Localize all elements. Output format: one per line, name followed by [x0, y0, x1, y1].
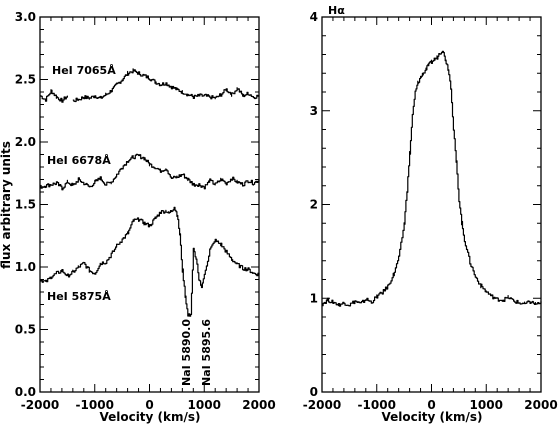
left-x-tick-label: 0	[145, 398, 153, 412]
series-label-h-alpha: Hα	[328, 4, 345, 17]
left-y-axis-label: flux arbitrary units	[0, 141, 13, 269]
left-x-tick-label: -1000	[76, 398, 114, 412]
left-y-tick-label: 1.0	[15, 260, 36, 274]
right-y-tick-label: 0	[310, 385, 318, 399]
left-y-tick-label: 1.5	[15, 198, 36, 212]
left-ticks: -2000 -1000 0 1000 2000 0.0 0.5 1.0 1.5 2.0 2.5 3.0	[15, 10, 276, 412]
right-y-tick-label: 1	[310, 291, 318, 305]
left-y-tick-label: 2.0	[15, 135, 36, 149]
series-label-hei-7065: HeI 7065Å	[52, 64, 116, 77]
left-x-axis-label: Velocity (km/s)	[99, 410, 200, 424]
left-series-group	[40, 68, 260, 317]
right-x-tick-label: -1000	[358, 398, 396, 412]
line-label-nai-5890: NaI 5890.0	[180, 319, 193, 386]
left-series-line-1	[40, 153, 260, 191]
left-series-line-2	[40, 206, 260, 317]
left-y-tick-label: 3.0	[15, 10, 36, 24]
right-x-tick-label: 0	[427, 398, 435, 412]
right-series-group	[322, 50, 542, 307]
left-y-tick-label: 0.5	[15, 323, 36, 337]
right-x-tick-label: 2000	[524, 398, 557, 412]
left-panel: -2000 -1000 0 1000 2000 0.0 0.5 1.0 1.5 2.0 2.5 3.0…	[0, 10, 276, 424]
left-x-tick-label: 1000	[188, 398, 221, 412]
right-x-tick-label: -2000	[303, 398, 341, 412]
right-ticks: -2000 -1000 0 1000 2000 0 1 2 3 4	[303, 10, 558, 412]
left-x-tick-label: -2000	[21, 398, 59, 412]
line-label-nai-5895: NaI 5895.6	[200, 319, 213, 386]
right-x-tick-label: 1000	[470, 398, 503, 412]
right-series-line-0	[322, 50, 542, 307]
left-series-line-0	[40, 68, 260, 103]
right-y-tick-label: 3	[310, 104, 318, 118]
left-y-tick-label: 2.5	[15, 73, 36, 87]
series-label-hei-6678: HeI 6678Å	[47, 154, 111, 167]
left-y-tick-label: 0.0	[15, 385, 36, 399]
right-y-tick-label: 2	[310, 198, 318, 212]
right-plot-frame	[321, 16, 542, 393]
series-label-hei-5875: HeI 5875Å	[47, 290, 111, 303]
right-panel: -2000 -1000 0 1000 2000 0 1 2 3 4 Velocity (km/s)…	[303, 4, 558, 424]
right-y-tick-label: 4	[310, 10, 318, 24]
left-x-tick-label: 2000	[242, 398, 275, 412]
right-x-axis-label: Velocity (km/s)	[381, 410, 482, 424]
